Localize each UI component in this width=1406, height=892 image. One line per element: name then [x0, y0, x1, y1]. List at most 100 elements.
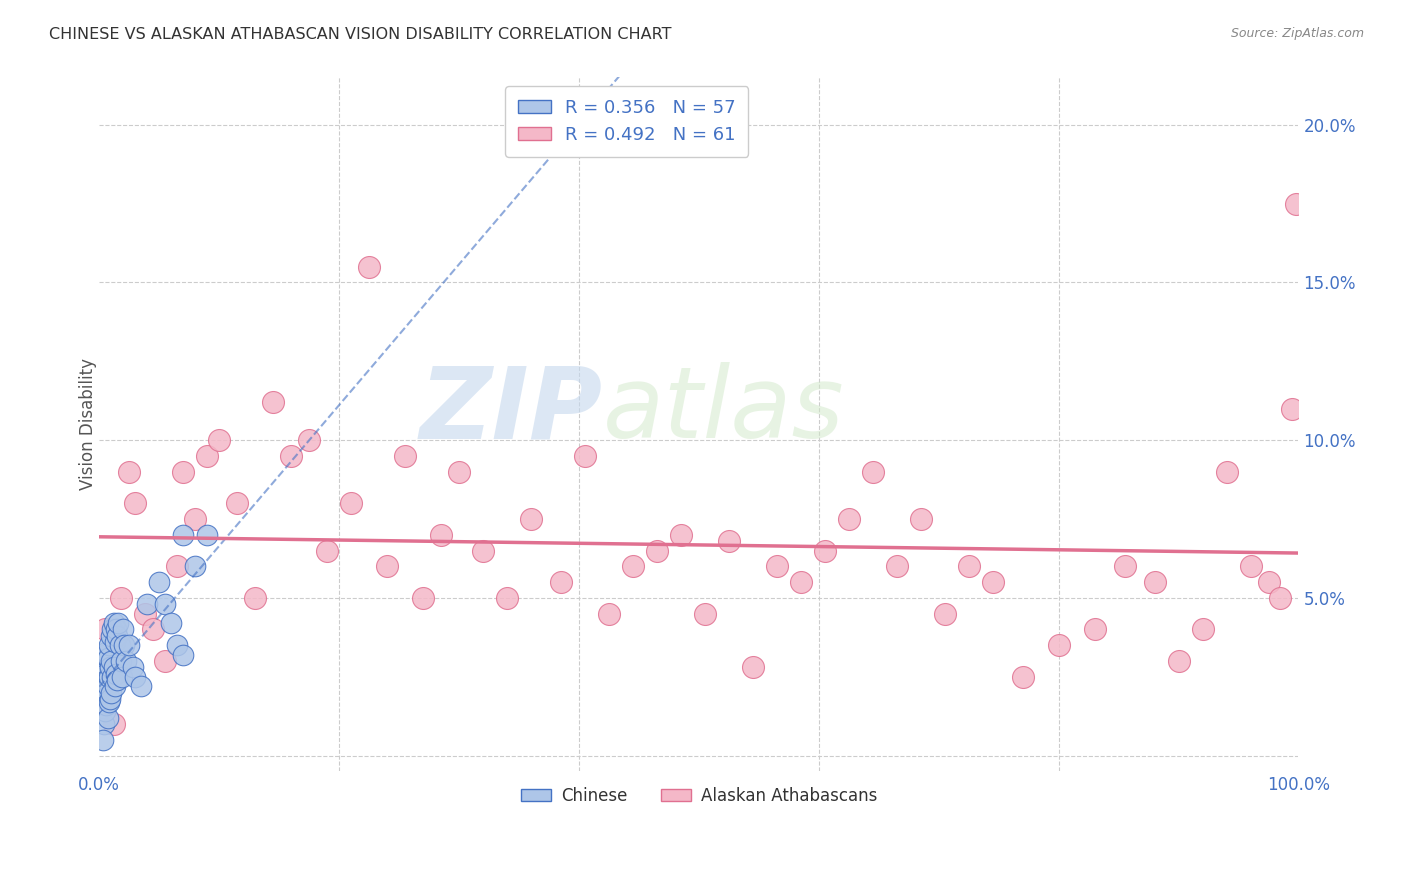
Point — [91, 660, 114, 674]
Point — [97, 670, 120, 684]
Point — [142, 623, 165, 637]
Point — [103, 717, 125, 731]
Point — [110, 591, 132, 605]
Point — [136, 597, 159, 611]
Point — [472, 543, 495, 558]
Point — [93, 691, 115, 706]
Text: atlas: atlas — [603, 362, 845, 459]
Point — [91, 701, 114, 715]
Point — [101, 623, 124, 637]
Point — [838, 512, 860, 526]
Point — [166, 638, 188, 652]
Point — [184, 559, 207, 574]
Point — [195, 449, 218, 463]
Point — [118, 465, 141, 479]
Point — [1114, 559, 1136, 574]
Point — [94, 623, 117, 637]
Point — [693, 607, 716, 621]
Point — [172, 465, 194, 479]
Point — [107, 616, 129, 631]
Point — [1215, 465, 1237, 479]
Point — [1281, 401, 1303, 416]
Point — [100, 629, 122, 643]
Point — [1239, 559, 1261, 574]
Point — [97, 695, 120, 709]
Point — [148, 575, 170, 590]
Point — [153, 597, 176, 611]
Point — [153, 654, 176, 668]
Text: ZIP: ZIP — [420, 362, 603, 459]
Point — [1270, 591, 1292, 605]
Point — [298, 433, 321, 447]
Point — [621, 559, 644, 574]
Point — [100, 685, 122, 699]
Point — [910, 512, 932, 526]
Point — [790, 575, 813, 590]
Point — [105, 623, 128, 637]
Point — [862, 465, 884, 479]
Point — [96, 673, 118, 687]
Point — [129, 679, 152, 693]
Point — [94, 666, 117, 681]
Point — [430, 528, 453, 542]
Point — [243, 591, 266, 605]
Point — [124, 670, 146, 684]
Point — [574, 449, 596, 463]
Point — [741, 660, 763, 674]
Point — [765, 559, 787, 574]
Point — [101, 670, 124, 684]
Point — [94, 705, 117, 719]
Point — [97, 638, 120, 652]
Point — [91, 732, 114, 747]
Point — [645, 543, 668, 558]
Point — [96, 698, 118, 713]
Point — [124, 496, 146, 510]
Point — [981, 575, 1004, 590]
Point — [195, 528, 218, 542]
Point — [98, 660, 121, 674]
Y-axis label: Vision Disability: Vision Disability — [79, 359, 97, 491]
Point — [280, 449, 302, 463]
Point — [105, 666, 128, 681]
Point — [104, 635, 127, 649]
Point — [97, 650, 120, 665]
Point — [1191, 623, 1213, 637]
Legend: Chinese, Alaskan Athabascans: Chinese, Alaskan Athabascans — [510, 777, 887, 815]
Point — [112, 638, 135, 652]
Point — [357, 260, 380, 274]
Point — [262, 395, 284, 409]
Point — [1143, 575, 1166, 590]
Point — [1257, 575, 1279, 590]
Point — [111, 670, 134, 684]
Point — [340, 496, 363, 510]
Point — [93, 717, 115, 731]
Point — [105, 673, 128, 687]
Point — [166, 559, 188, 574]
Point — [89, 654, 111, 668]
Text: CHINESE VS ALASKAN ATHABASCAN VISION DISABILITY CORRELATION CHART: CHINESE VS ALASKAN ATHABASCAN VISION DIS… — [49, 27, 672, 42]
Point — [98, 691, 121, 706]
Point — [97, 711, 120, 725]
Point — [184, 512, 207, 526]
Point — [121, 660, 143, 674]
Point — [669, 528, 692, 542]
Point — [598, 607, 620, 621]
Point — [134, 607, 156, 621]
Point — [103, 616, 125, 631]
Point — [90, 685, 112, 699]
Point — [100, 654, 122, 668]
Point — [94, 685, 117, 699]
Point — [1084, 623, 1107, 637]
Point — [104, 679, 127, 693]
Point — [172, 528, 194, 542]
Point — [1167, 654, 1189, 668]
Point — [208, 433, 231, 447]
Point — [108, 638, 131, 652]
Point — [814, 543, 837, 558]
Point — [1011, 670, 1033, 684]
Point — [96, 644, 118, 658]
Point — [520, 512, 543, 526]
Point — [1047, 638, 1070, 652]
Point — [957, 559, 980, 574]
Point — [90, 670, 112, 684]
